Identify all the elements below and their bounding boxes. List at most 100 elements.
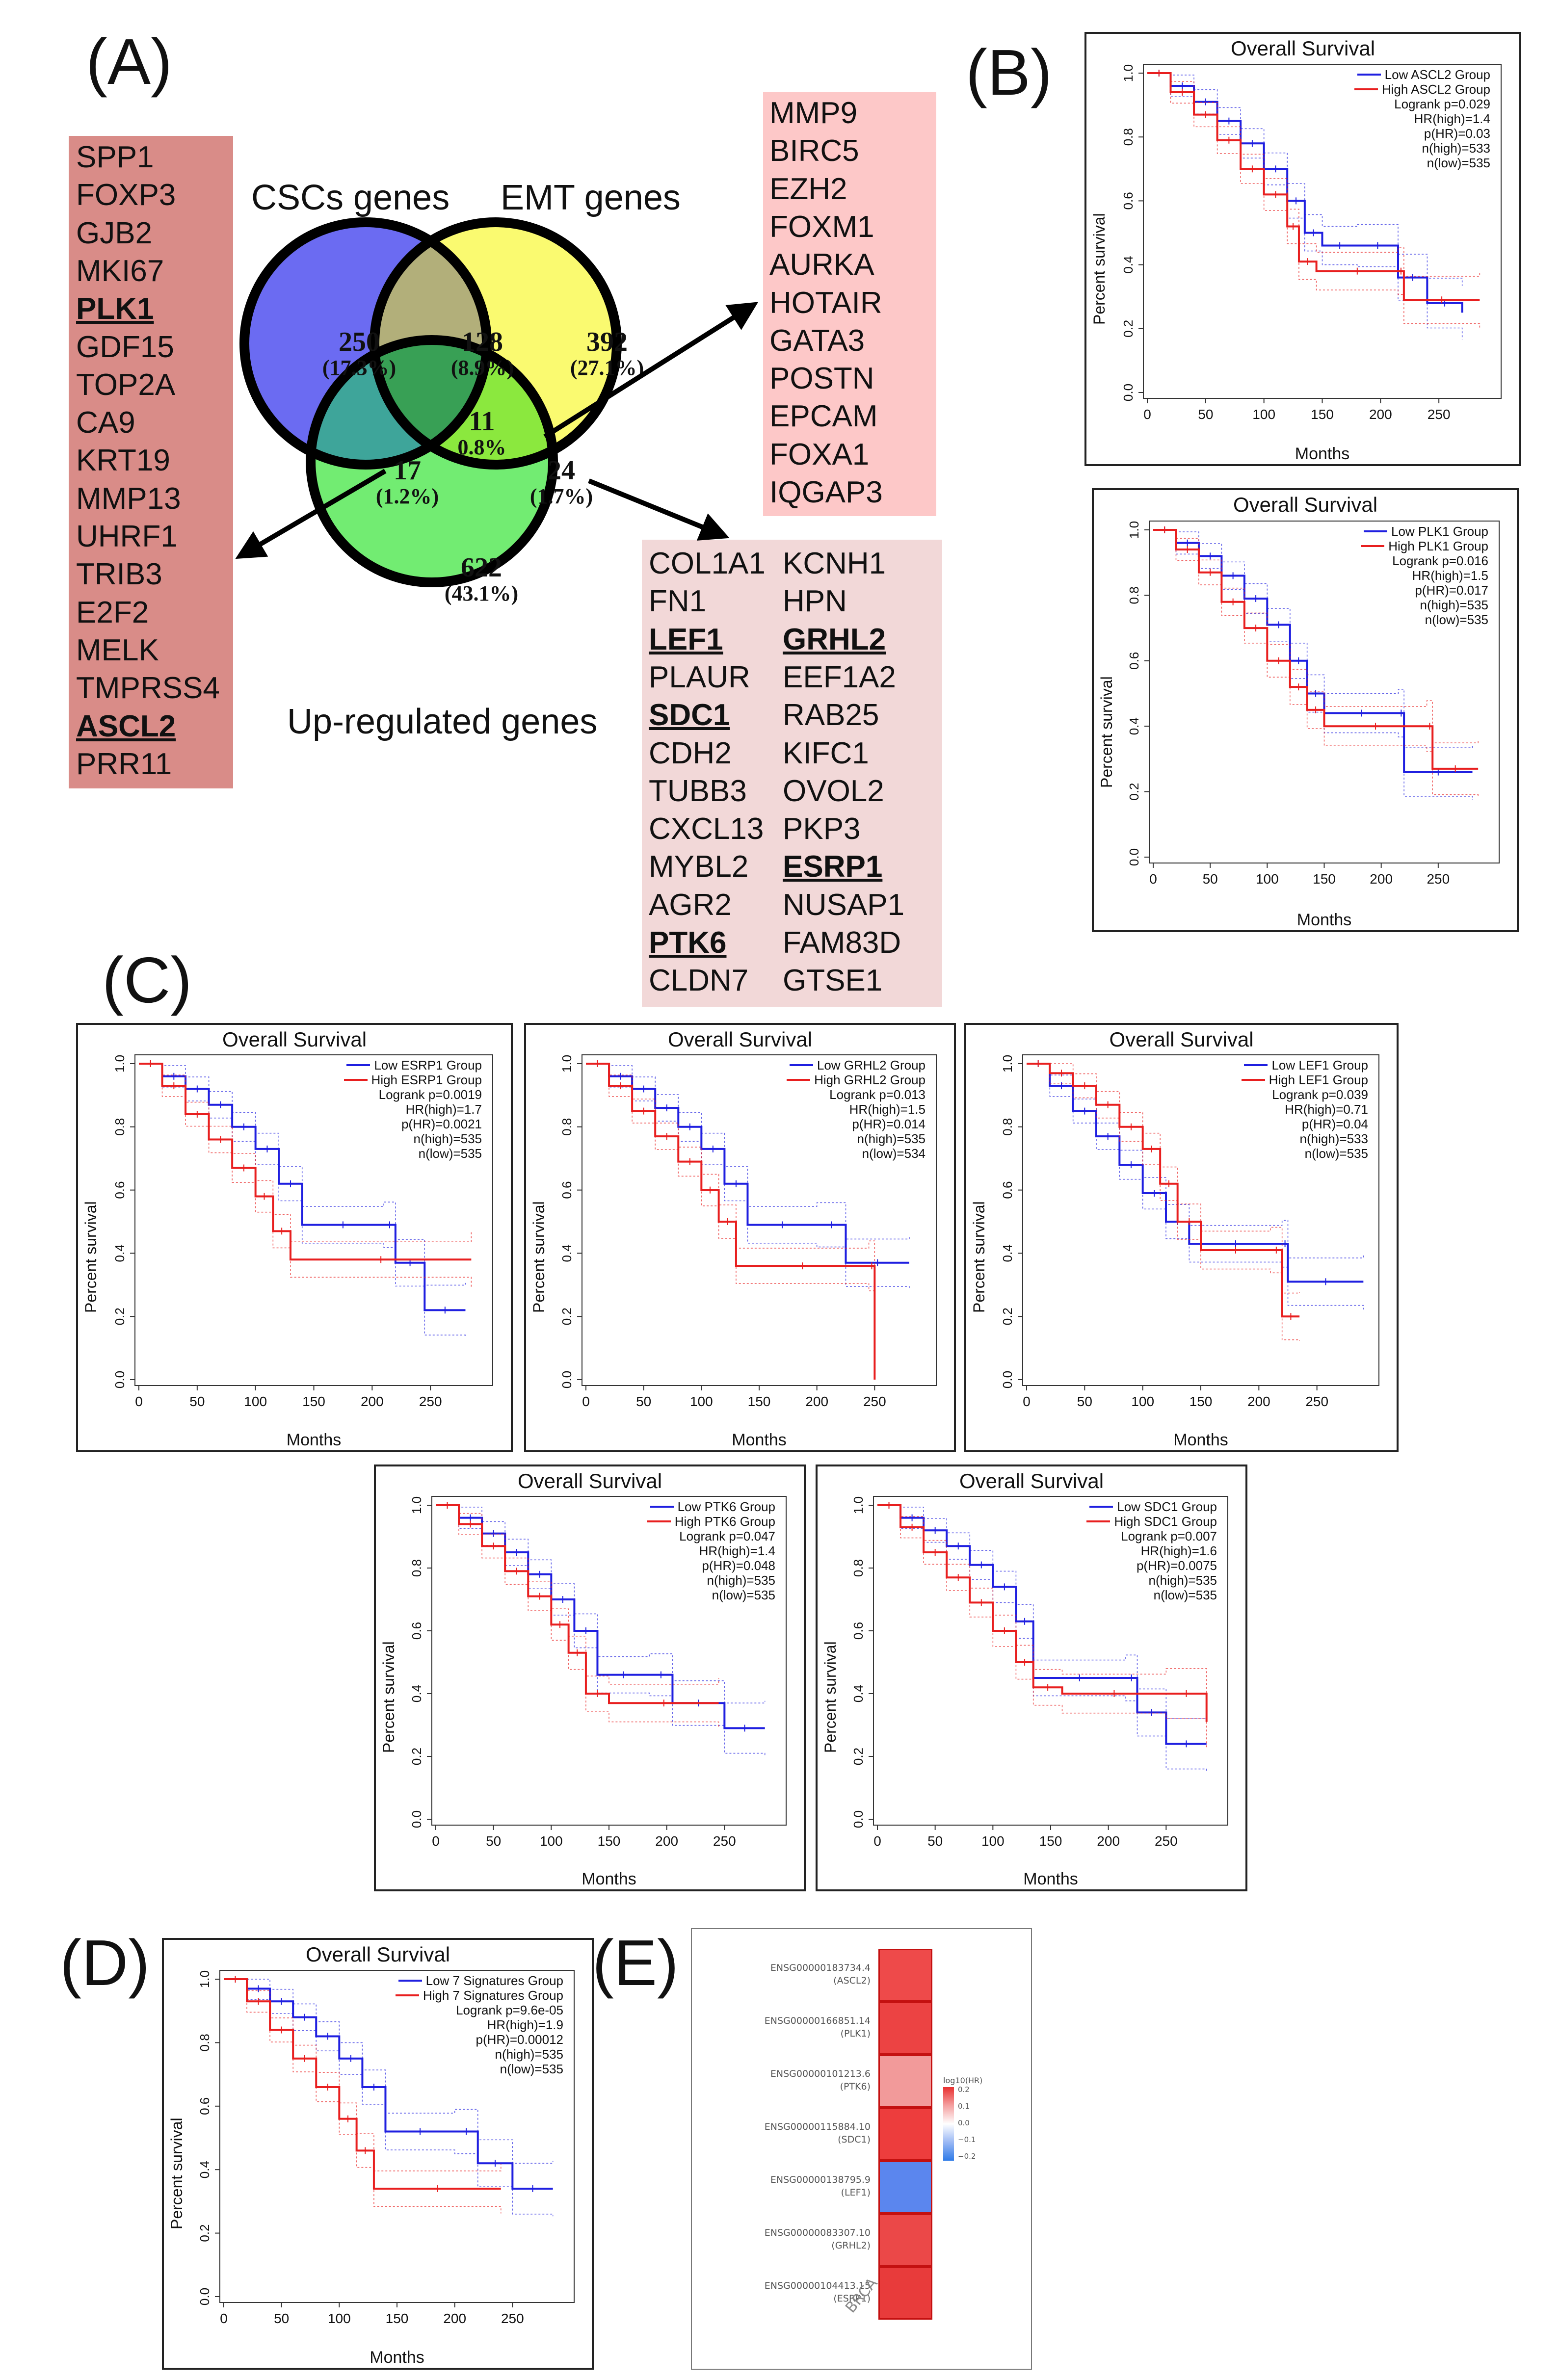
- panel-label-c: (C): [102, 944, 192, 1016]
- km-xtick-label: 150: [386, 2311, 409, 2326]
- km-title: Overall Survival: [305, 1943, 450, 1966]
- gene-item: PKP3: [783, 812, 861, 846]
- gene-id: ENSG00000101213.6: [770, 2068, 871, 2079]
- km-canvas: 0 50 100 150 200 250 0.0 0.2 0.4 0.6 0.8 1.0: [112, 1054, 493, 1409]
- km-ytick-label: 0.6: [112, 1181, 127, 1199]
- legend-swatch-low: [1244, 1064, 1268, 1066]
- venn-label-cscs: CSCs genes: [251, 178, 450, 217]
- gene-item: EPCAM: [769, 399, 878, 434]
- km-stat: n(high)=533: [1299, 1131, 1369, 1146]
- km-ci-high: [139, 1063, 472, 1243]
- km-legend: Low GRHL2 Group High GRHL2 Group Logrank p…: [787, 1058, 925, 1161]
- km-xtick-label: 50: [274, 2311, 289, 2326]
- km-plot-signature: Overall Survival 0 50 100 150 200 250 0.0 0.2 0.4…: [162, 1938, 594, 2370]
- km-title: Overall Survival: [959, 1469, 1104, 1492]
- heatmap-row-label: ENSG00000083307.10 (GRHL2): [765, 2226, 871, 2252]
- gene-item: TMPRSS4: [76, 671, 220, 706]
- heatmap-color-scale: log10(HR) 0.2 0.1 0.0 −0.1 −0.2: [943, 2074, 1012, 2177]
- km-ylabel: Percent survival: [380, 1641, 397, 1753]
- panel-label-a: (A): [86, 26, 172, 98]
- legend-swatch-high: [647, 1520, 671, 1522]
- km-xtick-label: 100: [1256, 871, 1279, 887]
- km-stat: n(high)=535: [495, 2047, 564, 2062]
- gene-item: FOXM1: [769, 209, 874, 244]
- venn-label-emt: EMT genes: [501, 178, 681, 217]
- km-xtick-label: 100: [328, 2311, 351, 2326]
- gene-item: KIFC1: [783, 736, 869, 770]
- km-ytick-label: 0.6: [1121, 192, 1136, 209]
- km-ytick-label: 0.8: [1121, 128, 1136, 146]
- gene-item: TOP2A: [76, 367, 176, 402]
- km-xtick-label: 150: [302, 1394, 325, 1409]
- km-ytick-label: 0.8: [409, 1559, 424, 1577]
- km-xtick-label: 100: [1131, 1394, 1154, 1409]
- km-xtick-label: 250: [713, 1833, 736, 1849]
- km-stat: HR(high)=1.4: [699, 1543, 775, 1558]
- km-legend: Low 7 Signatures Group High 7 Signatures …: [395, 1973, 564, 2076]
- km-stat: n(low)=535: [1304, 1146, 1368, 1161]
- km-xtick-label: 100: [244, 1394, 267, 1409]
- heatmap-row-label: ENSG00000138795.9 (LEF1): [770, 2173, 871, 2199]
- legend-swatch-high: [1361, 545, 1385, 547]
- km-ytick-label: 0.0: [409, 1810, 424, 1828]
- gene-id: ENSG00000083307.10: [764, 2227, 871, 2238]
- arrow-to-cscs-up-list: [235, 469, 387, 559]
- km-ytick-label: 0.2: [112, 1308, 127, 1325]
- km-legend: Low LEF1 Group High LEF1 Group Logrank p=0…: [1241, 1058, 1369, 1161]
- legend-swatch-high: [395, 1994, 419, 1996]
- panel-label-d: (D): [60, 1927, 150, 1999]
- km-ci-low: [877, 1505, 1207, 1719]
- km-plot-esrp1: Overall Survival 0 50 100 150 200 250 0.0 0.2 0.4…: [76, 1023, 513, 1452]
- legend-swatch-high: [344, 1079, 368, 1081]
- km-xlabel: Months: [1296, 911, 1352, 929]
- gene-symbol: (PLK1): [840, 2028, 871, 2039]
- km-title: Overall Survival: [1230, 37, 1375, 60]
- gene-item: FOXP3: [76, 178, 176, 212]
- panel-label-b: (B): [966, 36, 1052, 108]
- km-xtick-label: 200: [1369, 407, 1392, 422]
- km-title: Overall Survival: [1109, 1028, 1254, 1051]
- km-stat: n(low)=534: [862, 1146, 925, 1161]
- km-ytick-label: 0.8: [851, 1559, 866, 1577]
- km-xlabel: Months: [732, 1431, 787, 1449]
- legend-swatch-low: [650, 1506, 674, 1508]
- gene-item: GDF15: [76, 330, 174, 364]
- gene-item: GRHL2: [783, 622, 886, 656]
- legend-label-low: Low PTK6 Group: [677, 1499, 775, 1514]
- km-ytick-label: 0.4: [1121, 256, 1136, 274]
- gene-item: IQGAP3: [769, 475, 883, 509]
- km-ytick-label: 0.0: [1121, 384, 1136, 401]
- heatmap-row-label: ENSG00000101213.6 (PTK6): [770, 2067, 871, 2093]
- gene-id: ENSG00000183734.4: [770, 1962, 871, 1973]
- km-ytick-label: 0.0: [112, 1371, 127, 1388]
- legend-swatch-low: [1089, 1506, 1113, 1508]
- km-stat: Logrank p=0.007: [1121, 1529, 1217, 1543]
- km-ytick-label: 0.6: [559, 1181, 574, 1199]
- km-ytick-label: 0.8: [112, 1118, 127, 1136]
- km-xtick-label: 200: [1370, 871, 1393, 887]
- legend-label-high: High 7 Signatures Group: [423, 1988, 563, 2003]
- km-xtick-label: 50: [486, 1833, 501, 1849]
- venn-count-up-only: 622 (43.1%): [444, 552, 519, 605]
- km-legend: Low SDC1 Group High SDC1 Group Logrank p=0…: [1086, 1499, 1217, 1602]
- km-canvas: 0 50 100 150 200 250 0.0 0.2 0.4 0.6 0.8 1.0: [197, 1970, 575, 2326]
- gene-item: PLK1: [76, 292, 154, 326]
- km-legend: Low ESRP1 Group High ESRP1 Group Logrank p…: [344, 1058, 482, 1161]
- km-ylabel: Percent survival: [168, 2118, 185, 2230]
- gene-item: PRR11: [76, 747, 172, 781]
- km-ytick-label: 1.0: [1127, 521, 1141, 539]
- gene-item: PLAUR: [649, 660, 750, 694]
- km-xlabel: Months: [582, 1870, 636, 1888]
- gene-item: GTSE1: [783, 964, 883, 998]
- km-stat: p(HR)=0.00012: [476, 2032, 564, 2047]
- scale-title: log10(HR): [943, 2076, 983, 2085]
- km-ci-low: [436, 1505, 766, 1703]
- km-stat: n(high)=533: [1422, 141, 1491, 156]
- gene-symbol: (ASCL2): [833, 1975, 871, 1986]
- gene-symbol: (PTK6): [840, 2081, 871, 2092]
- gene-item: GJB2: [76, 216, 153, 250]
- km-xtick-label: 150: [1311, 407, 1334, 422]
- km-ytick-label: 0.4: [1127, 717, 1141, 735]
- km-xtick-label: 150: [598, 1833, 621, 1849]
- km-curve-low: [586, 1063, 909, 1264]
